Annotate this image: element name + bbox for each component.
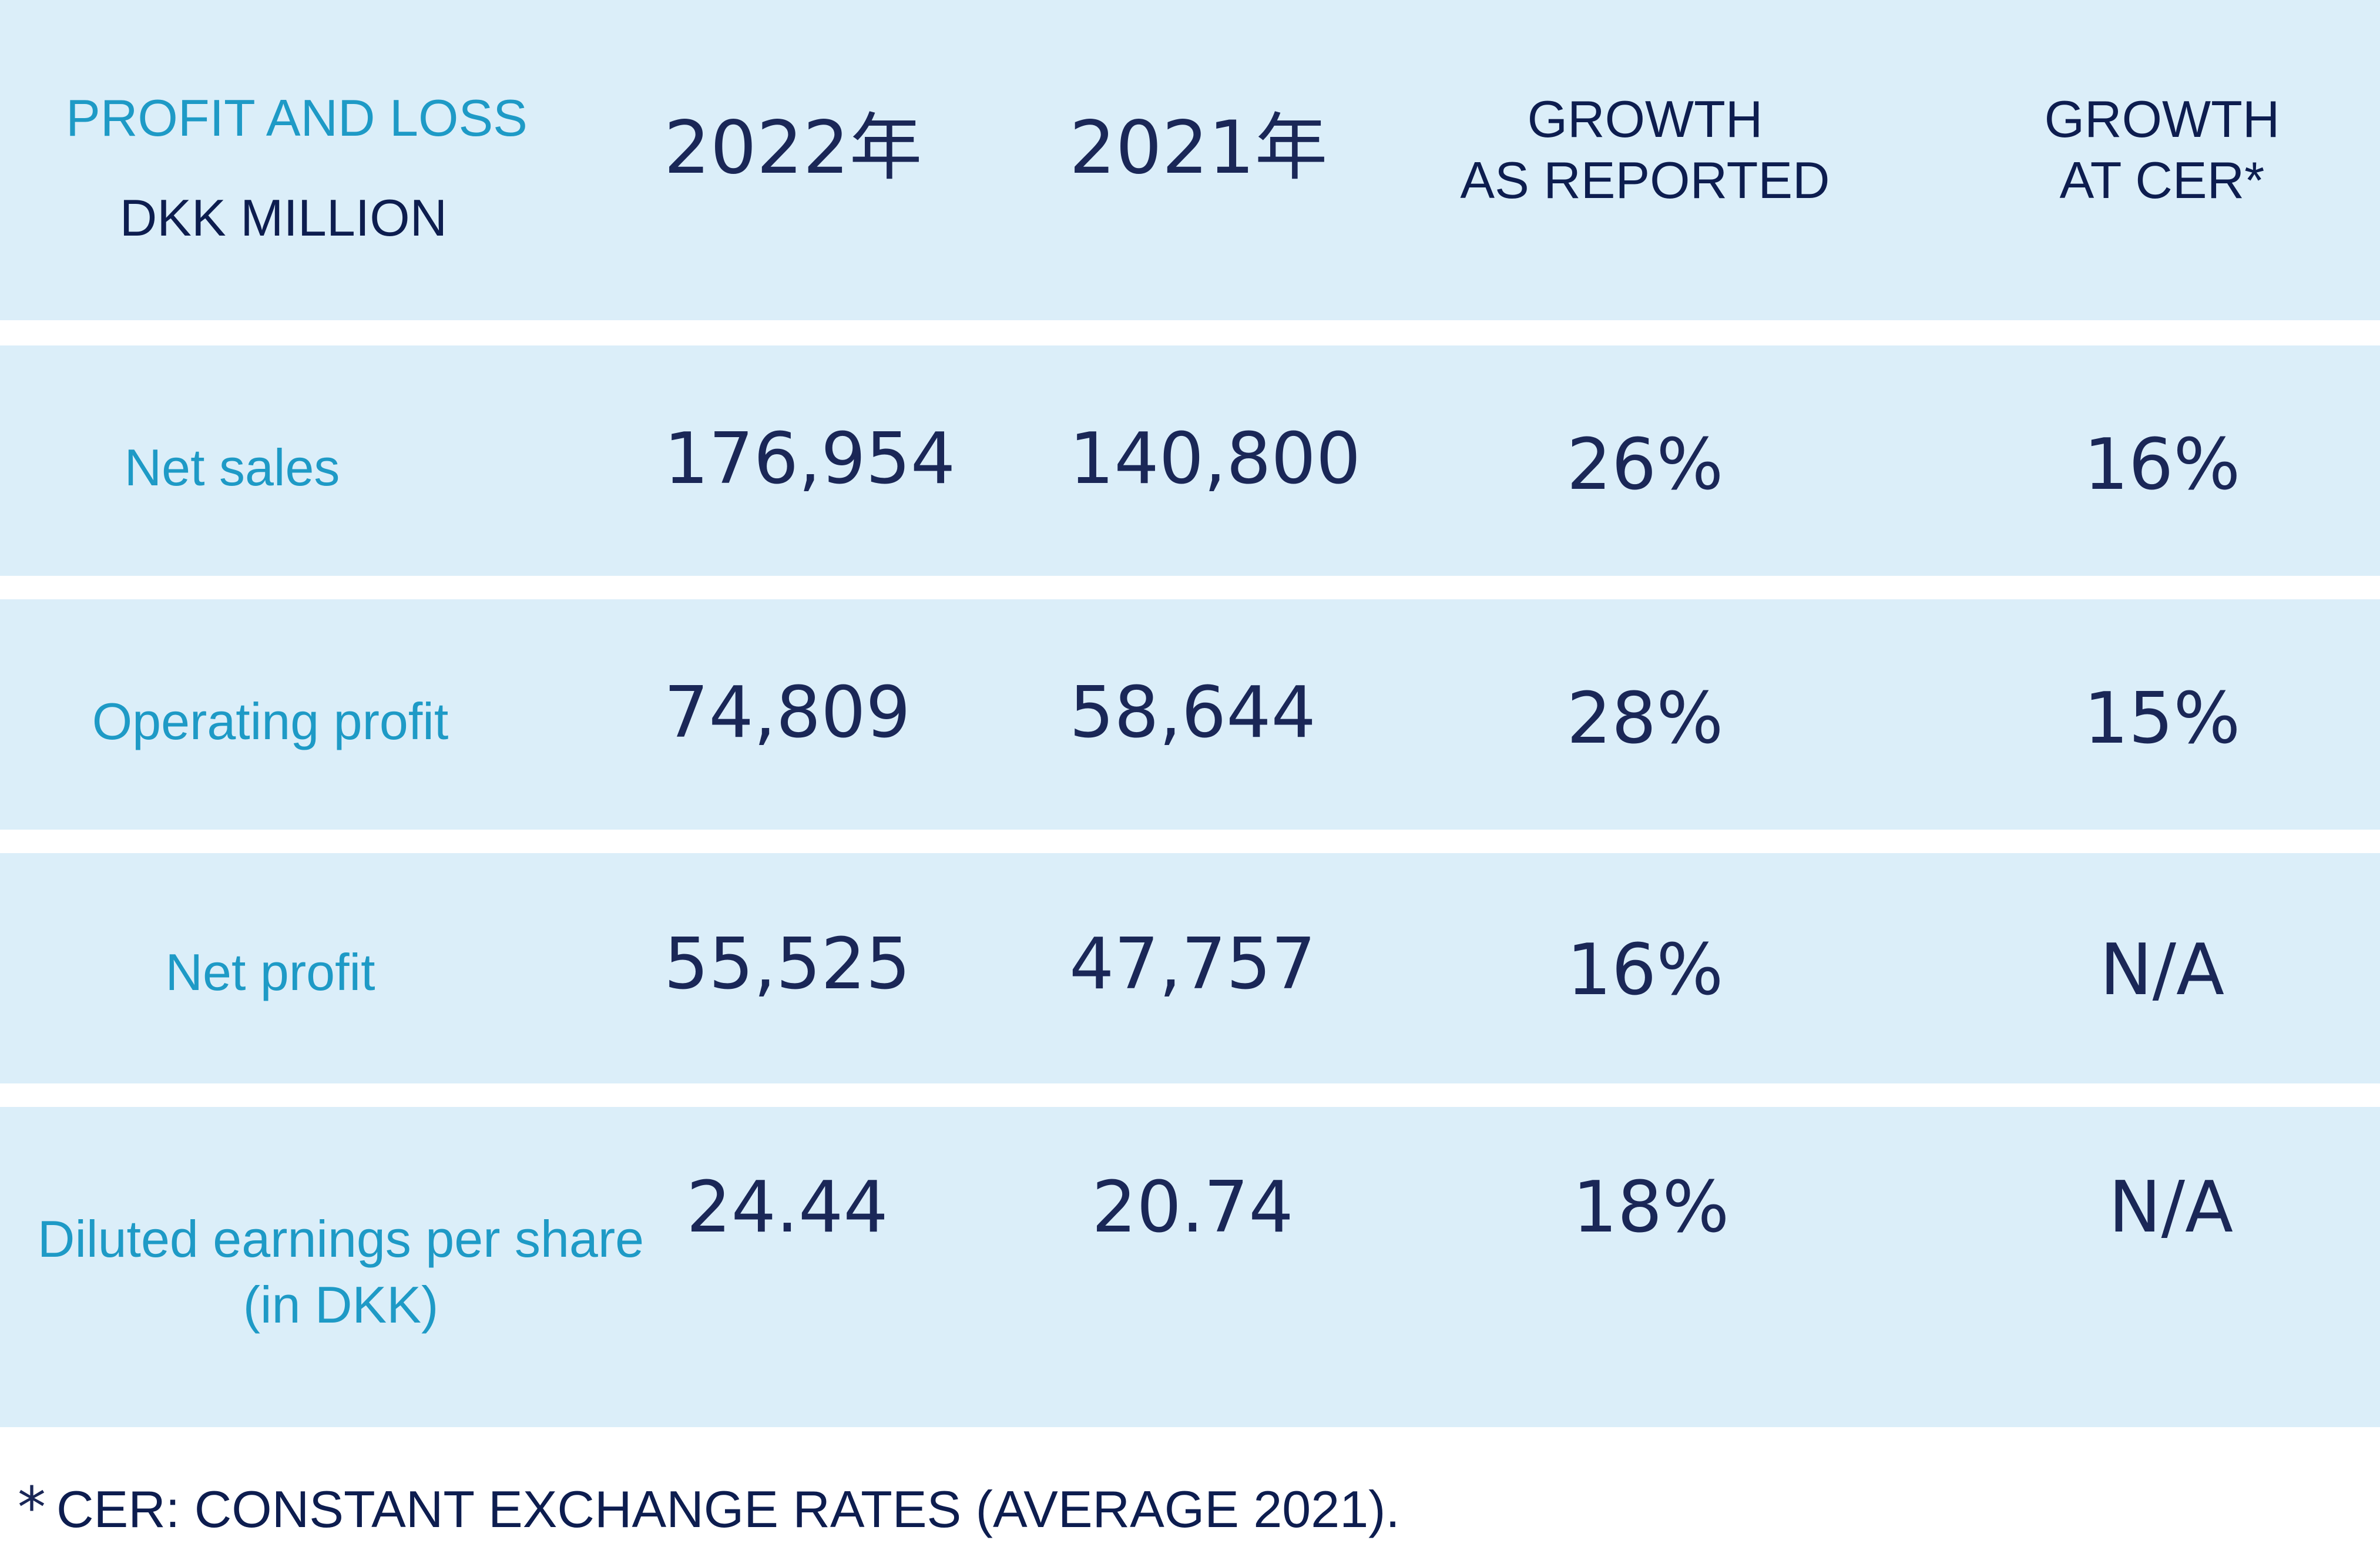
value-growth-cer: N/A bbox=[2108, 1167, 2234, 1249]
value-2021: 20.74 bbox=[1092, 1167, 1294, 1249]
value-2021: 47,757 bbox=[1069, 924, 1316, 1005]
column-header-growth-reported-line2: AS REPORTED bbox=[1460, 150, 1830, 209]
value-2021: 140,800 bbox=[1069, 418, 1361, 500]
value-growth-reported: 28% bbox=[1566, 678, 1724, 760]
column-header-growth-reported: GROWTH AS REPORTED bbox=[1445, 88, 1845, 211]
value-2022: 55,525 bbox=[664, 924, 911, 1005]
footnote: * CER: CONSTANT EXCHANGE RATES (AVERAGE 2… bbox=[18, 1475, 1400, 1541]
value-growth-reported: 18% bbox=[1572, 1167, 1730, 1249]
table-unit: DKK MILLION bbox=[119, 189, 448, 247]
value-2022: 24.44 bbox=[686, 1167, 888, 1249]
value-2021: 58,644 bbox=[1069, 672, 1316, 754]
value-2022: 176,954 bbox=[664, 418, 956, 500]
value-growth-cer: 15% bbox=[2083, 678, 2241, 760]
column-header-growth-reported-line1: GROWTH bbox=[1527, 90, 1763, 148]
row-label: Diluted earnings per share (in DKK) bbox=[0, 1208, 682, 1336]
value-growth-cer: N/A bbox=[2099, 930, 2225, 1011]
value-growth-reported: 16% bbox=[1566, 930, 1724, 1011]
table-title: PROFIT AND LOSS bbox=[66, 89, 528, 147]
row-label: Net profit bbox=[165, 943, 375, 1001]
table-row: Operating profit 74,809 58,644 28% 15% bbox=[0, 599, 2380, 830]
value-growth-cer: 16% bbox=[2083, 424, 2241, 506]
row-label: Net sales bbox=[124, 438, 340, 496]
column-header-2021: 2021年 bbox=[1069, 106, 1328, 190]
row-label-line2: (in DKK) bbox=[243, 1275, 439, 1334]
column-header-growth-cer: GROWTH AT CER* bbox=[1962, 88, 2362, 211]
table-row: Net profit 55,525 47,757 16% N/A bbox=[0, 853, 2380, 1083]
column-header-growth-cer-line2: AT CER* bbox=[2059, 150, 2265, 209]
footnote-text: CER: CONSTANT EXCHANGE RATES (AVERAGE 20… bbox=[56, 1480, 1400, 1538]
table-row: Diluted earnings per share (in DKK) 24.4… bbox=[0, 1107, 2380, 1427]
value-2022: 74,809 bbox=[664, 672, 911, 754]
header-band: PROFIT AND LOSS DKK MILLION 2022年 2021年 … bbox=[0, 0, 2380, 320]
footnote-marker: * bbox=[18, 1475, 46, 1541]
value-growth-reported: 26% bbox=[1566, 424, 1724, 506]
column-header-growth-cer-line1: GROWTH bbox=[2044, 90, 2280, 148]
column-header-2022: 2022年 bbox=[664, 106, 922, 190]
table-row: Net sales 176,954 140,800 26% 16% bbox=[0, 345, 2380, 576]
row-label-line1: Diluted earnings per share bbox=[37, 1210, 644, 1268]
row-label: Operating profit bbox=[92, 692, 449, 750]
